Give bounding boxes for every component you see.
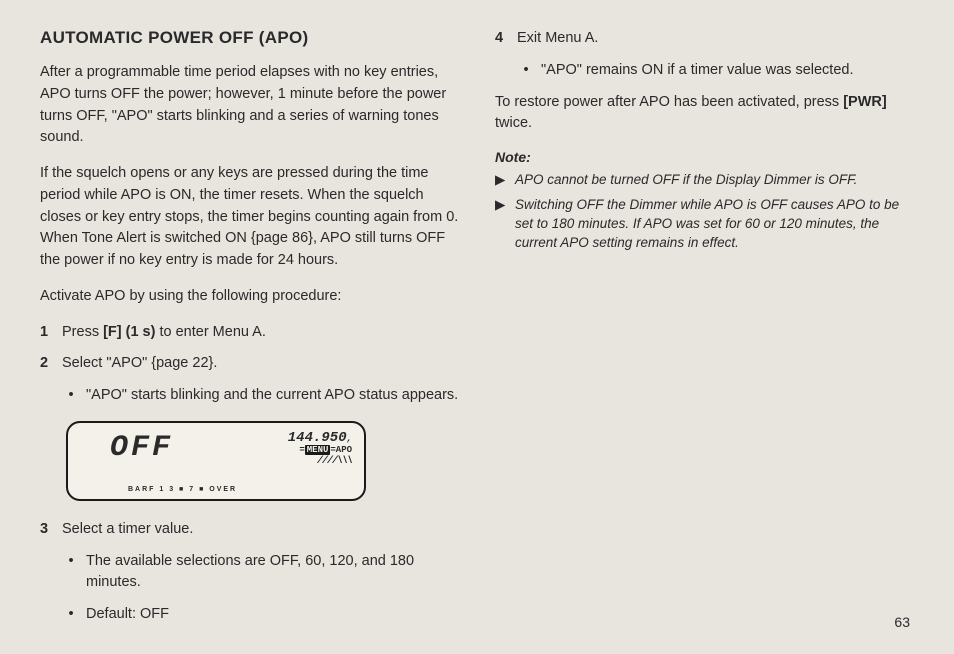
note-2: ▶ Switching OFF the Dimmer while APO is … [495, 196, 914, 253]
step-1-text: Press [F] (1 s) to enter Menu A. [62, 322, 266, 344]
step-4-text: Exit Menu A. [517, 28, 598, 50]
bullet-dot: • [66, 551, 76, 595]
step-1-suffix: to enter Menu A. [155, 324, 265, 340]
note-1: ▶ APO cannot be turned OFF if the Displa… [495, 171, 914, 190]
step-1-prefix: Press [62, 324, 103, 340]
step-1-number: 1 [40, 322, 54, 344]
display-menu-apo: =MENU=APO [288, 446, 352, 456]
note-heading: Note: [495, 149, 914, 165]
page-number: 63 [894, 614, 910, 630]
bullet-dot: • [521, 60, 531, 82]
step-2-text: Select "APO" {page 22}. [62, 353, 217, 375]
step-1: 1 Press [F] (1 s) to enter Menu A. [40, 322, 459, 344]
section-title: AUTOMATIC POWER OFF (APO) [40, 28, 459, 48]
step-3-bullet-1: • The available selections are OFF, 60, … [66, 551, 459, 595]
restore-prefix: To restore power after APO has been acti… [495, 94, 843, 110]
step-2: 2 Select "APO" {page 22}. [40, 353, 459, 375]
display-frequency: 144.950, [288, 431, 352, 446]
step-4-number: 4 [495, 28, 509, 50]
triangle-icon: ▶ [495, 171, 507, 190]
step-1-key: [F] (1 s) [103, 324, 155, 340]
display-bottom-scale: BARF 1 3 ■ 7 ■ OVER [128, 486, 237, 493]
step-2-bullet: • "APO" starts blinking and the current … [66, 385, 459, 407]
bullet-dot: • [66, 604, 76, 626]
step-2-number: 2 [40, 353, 54, 375]
triangle-icon: ▶ [495, 196, 507, 253]
step-4-bullet-text: "APO" remains ON if a timer value was se… [541, 60, 854, 82]
step-3-bullet-2-text: Default: OFF [86, 604, 169, 626]
lcd-display: OFF 144.950, =MENU=APO ////\\\ BARF 1 3 … [66, 421, 366, 501]
restore-paragraph: To restore power after APO has been acti… [495, 92, 914, 136]
step-4: 4 Exit Menu A. [495, 28, 914, 50]
step-3-bullet-2: • Default: OFF [66, 604, 459, 626]
step-3-bullet-1-text: The available selections are OFF, 60, 12… [86, 551, 459, 595]
display-right-block: 144.950, =MENU=APO ////\\\ [288, 431, 352, 467]
step-3: 3 Select a timer value. [40, 519, 459, 541]
paragraph-2: If the squelch opens or any keys are pre… [40, 163, 459, 272]
step-3-number: 3 [40, 519, 54, 541]
paragraph-3: Activate APO by using the following proc… [40, 286, 459, 308]
paragraph-1: After a programmable time period elapses… [40, 62, 459, 149]
restore-key: [PWR] [843, 94, 887, 110]
bullet-dot: • [66, 385, 76, 407]
display-main-value: OFF [110, 431, 173, 465]
step-4-bullet: • "APO" remains ON if a timer value was … [521, 60, 914, 82]
note-2-text: Switching OFF the Dimmer while APO is OF… [515, 196, 914, 253]
display-bars: ////\\\ [288, 456, 352, 467]
step-3-text: Select a timer value. [62, 519, 193, 541]
note-1-text: APO cannot be turned OFF if the Display … [515, 171, 857, 190]
restore-suffix: twice. [495, 115, 532, 131]
step-2-bullet-text: "APO" starts blinking and the current AP… [86, 385, 458, 407]
